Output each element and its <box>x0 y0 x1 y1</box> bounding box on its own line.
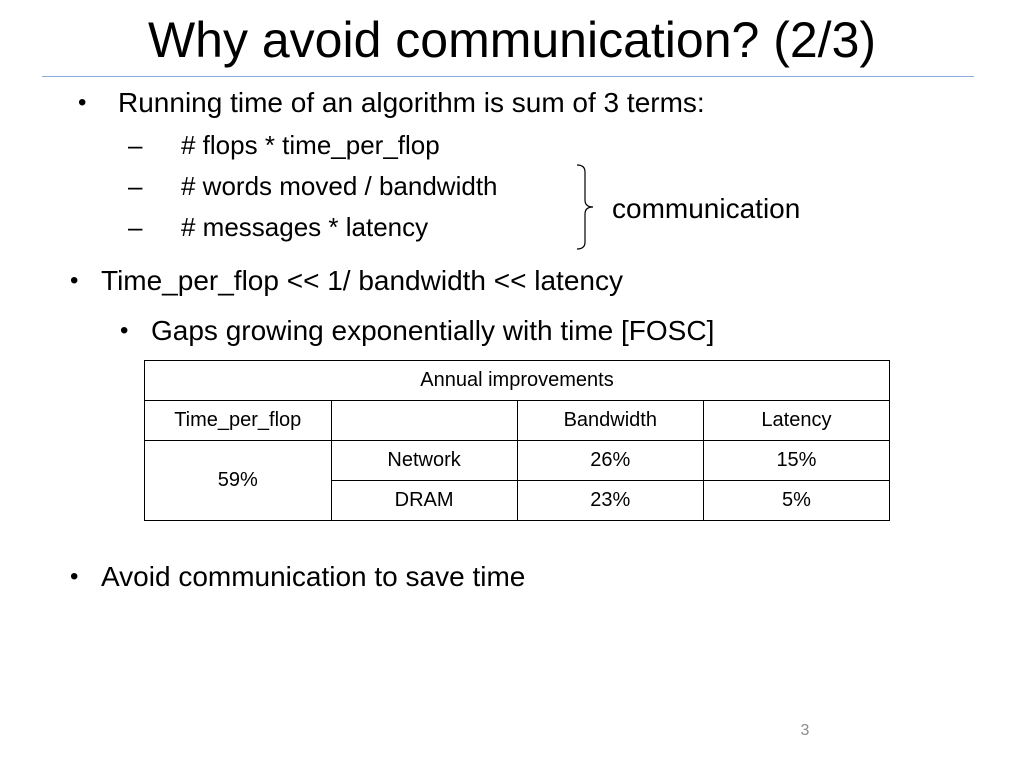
bullet-marker: • <box>78 89 87 116</box>
right-brace-icon <box>576 164 594 250</box>
bullet-running-time: Running time of an algorithm is sum of 3… <box>118 87 705 118</box>
dram-latency: 5% <box>702 480 891 521</box>
page-number: 3 <box>800 722 810 739</box>
table-row: 59% Network 26% 15% <box>144 440 891 521</box>
network-latency: 15% <box>702 440 891 481</box>
header-latency: Latency <box>702 400 891 441</box>
bullet-ordering: Time_per_flop << 1/ bandwidth << latency <box>101 265 623 296</box>
annual-improvements-table: Annual improvements Time_per_flop Bandwi… <box>144 360 891 521</box>
title-divider <box>42 76 974 77</box>
bullet-marker: • <box>120 317 129 344</box>
row-label-dram: DRAM <box>330 480 518 521</box>
header-bandwidth: Bandwidth <box>516 400 704 441</box>
bullet-gaps-growing: Gaps growing exponentially with time [FO… <box>151 315 715 346</box>
table-row: DRAM 23% 5% <box>145 480 891 521</box>
row-label-network: Network <box>330 440 518 481</box>
term-flops: # flops * time_per_flop <box>181 130 440 160</box>
header-empty <box>330 400 518 441</box>
dram-bandwidth: 23% <box>516 480 704 521</box>
dash-marker: – <box>128 130 143 160</box>
term-messages: # messages * latency <box>181 212 429 242</box>
communication-label: communication <box>612 193 801 224</box>
term-words-moved: # words moved / bandwidth <box>181 171 498 201</box>
dash-marker: – <box>128 212 143 242</box>
header-time-per-flop: Time_per_flop <box>144 400 332 441</box>
bullet-conclusion: Avoid communication to save time <box>101 561 526 592</box>
slide-title: Why avoid communication? (2/3) <box>147 12 877 68</box>
dash-marker: – <box>128 171 143 201</box>
time-per-flop-value: 59% <box>144 440 332 521</box>
network-bandwidth: 26% <box>516 440 704 481</box>
bullet-marker: • <box>70 267 79 294</box>
table-caption: Annual improvements <box>144 360 890 401</box>
table-header-row: Time_per_flop Bandwidth Latency <box>144 400 891 441</box>
bullet-marker: • <box>70 563 79 590</box>
